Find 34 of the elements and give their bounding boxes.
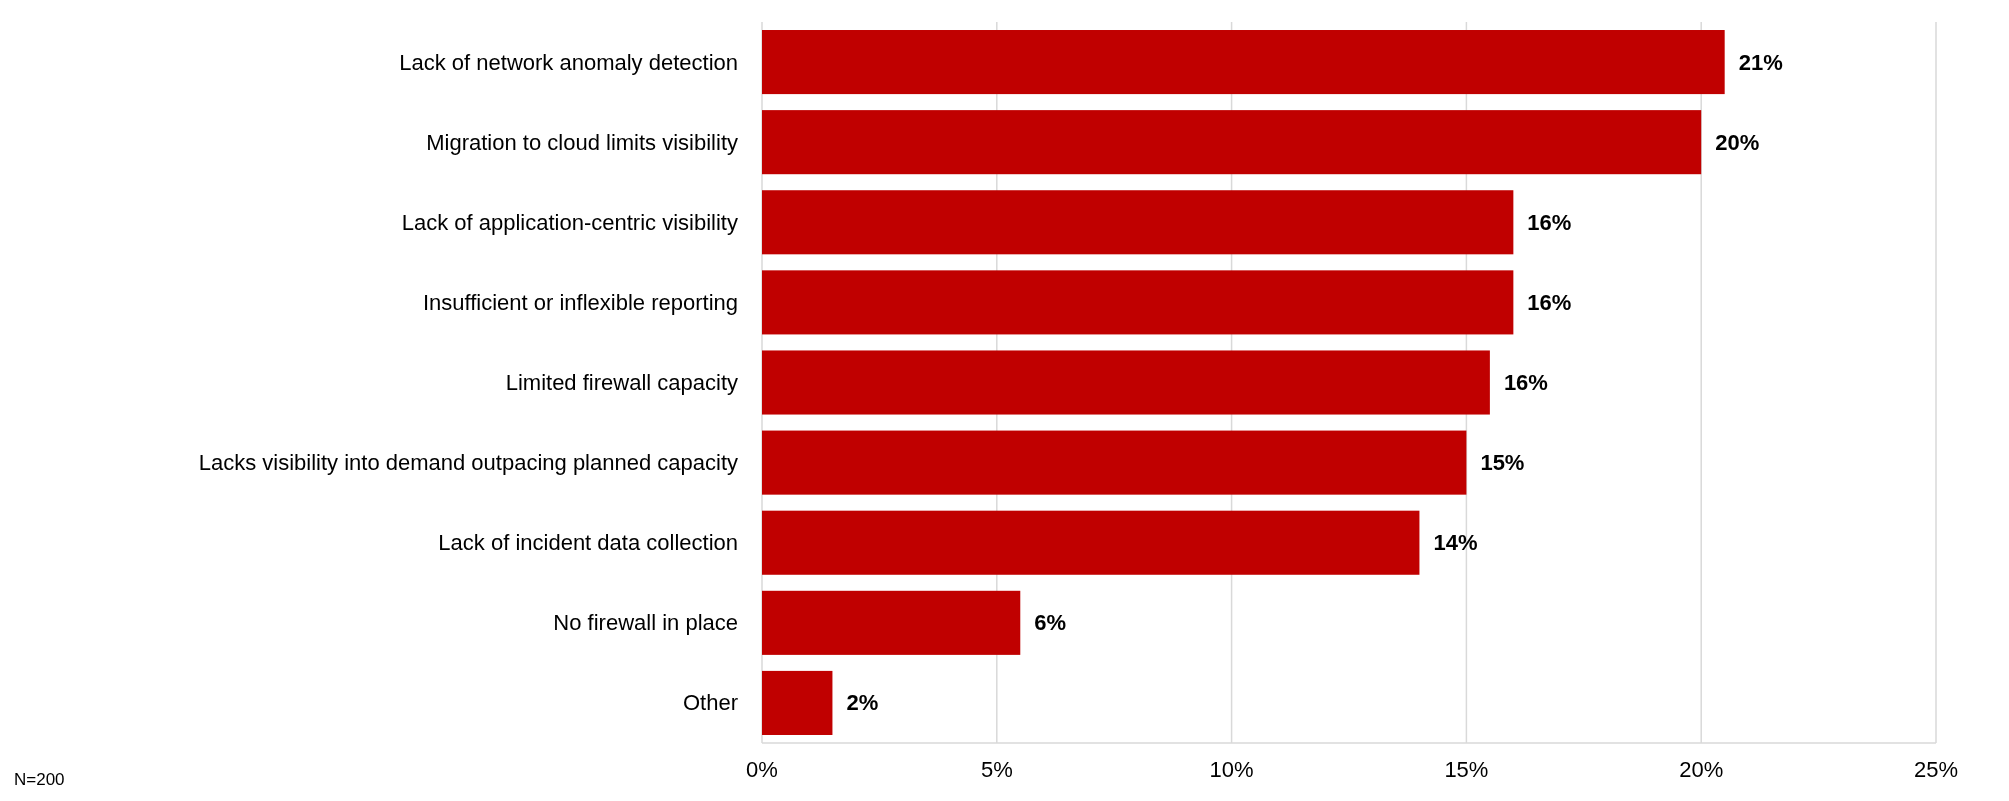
x-tick-label: 0% bbox=[746, 757, 778, 782]
y-tick-label: Migration to cloud limits visibility bbox=[426, 129, 738, 155]
y-tick-label: Lack of incident data collection bbox=[438, 530, 738, 556]
data-label: 21% bbox=[1738, 49, 1783, 75]
y-tick-label: Limited firewall capacity bbox=[505, 370, 738, 395]
y-tick-label: Lack of network anomaly detection bbox=[399, 49, 738, 75]
y-tick-label: No firewall in place bbox=[553, 610, 738, 636]
y-tick-label: Other bbox=[682, 690, 738, 716]
bar bbox=[762, 670, 833, 735]
bar bbox=[762, 270, 1514, 335]
text: N=200 bbox=[14, 770, 65, 789]
bar bbox=[762, 190, 1514, 255]
data-label: 16% bbox=[1503, 370, 1548, 395]
data-label: 2% bbox=[846, 690, 879, 716]
x-tick-label: 5% bbox=[980, 757, 1013, 782]
data-label: 20% bbox=[1715, 129, 1760, 155]
y-tick-label: Lacks visibility into demand outpacing planned capacity bbox=[198, 450, 738, 476]
data-label: 16% bbox=[1527, 209, 1572, 235]
bar bbox=[762, 110, 1702, 175]
bar bbox=[762, 430, 1467, 495]
data-label: 14% bbox=[1433, 530, 1478, 556]
y-tick-label: Lack of application-centric visibility bbox=[401, 209, 738, 235]
x-tick-label: 15% bbox=[1444, 757, 1489, 782]
x-tick-label: 20% bbox=[1679, 757, 1724, 782]
bar bbox=[762, 510, 1420, 575]
y-tick-label: Insufficient or inflexible reporting bbox=[422, 289, 738, 315]
x-tick-label: 25% bbox=[1913, 757, 1959, 782]
data-label: 16% bbox=[1527, 289, 1572, 315]
bar bbox=[762, 590, 1021, 655]
data-label: 6% bbox=[1034, 610, 1067, 636]
bar bbox=[762, 30, 1725, 95]
bar bbox=[762, 350, 1490, 415]
x-tick-label: 10% bbox=[1209, 757, 1254, 782]
data-label: 15% bbox=[1480, 450, 1525, 476]
